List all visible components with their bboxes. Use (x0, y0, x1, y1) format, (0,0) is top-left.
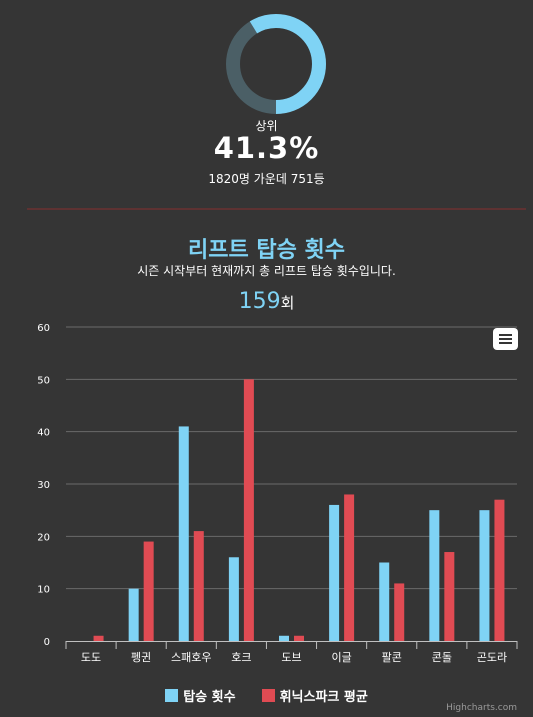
y-tick-label: 40 (37, 428, 50, 439)
bar-rides[interactable] (479, 510, 490, 641)
y-tick-label: 20 (37, 532, 50, 543)
x-tick-label: 곤도라 (477, 651, 507, 664)
bar-average[interactable] (93, 635, 104, 641)
y-tick-label: 10 (37, 585, 50, 596)
rank-percent: 41.3% (213, 131, 320, 165)
legend-label-rides: 탑승 횟수 (183, 690, 236, 705)
hamburger-menu-icon-bar (499, 338, 512, 340)
y-tick-label: 60 (37, 323, 50, 334)
hamburger-menu-icon-bar (499, 342, 512, 344)
bar-rides[interactable] (329, 504, 340, 641)
chart-legend: 탑승 횟수 휘닉스파크 평균 (0, 686, 533, 705)
x-tick-label: 호크 (231, 651, 251, 664)
y-tick-label: 30 (37, 480, 50, 491)
lift-ride-bar-chart: 0 10 20 30 40 50 60 도도 펭귄 스패호우 호크 도브 이글 팔콘 콘돌 곤도라 (37, 323, 518, 664)
total-rides: 159회 (0, 289, 533, 314)
total-rides-unit: 회 (280, 294, 295, 312)
chart-title: 리프트 탑승 횟수 (188, 238, 345, 263)
chart-menu-button[interactable] (493, 328, 518, 350)
y-tick-label: 0 (44, 637, 50, 648)
bar-average[interactable] (494, 499, 505, 641)
x-tick-label: 도브 (281, 651, 301, 664)
hamburger-menu-icon (499, 334, 512, 336)
chart-credits[interactable]: Highcharts.com (446, 703, 517, 713)
bar-rides[interactable] (228, 557, 239, 641)
bar-average[interactable] (344, 494, 355, 641)
bar-rides[interactable] (178, 426, 189, 641)
x-tick-label: 펭귄 (131, 651, 151, 664)
x-tick-label: 이글 (331, 651, 351, 664)
x-tick-label: 팔콘 (382, 651, 402, 664)
legend-swatch-average (261, 689, 275, 702)
y-tick-label: 50 (37, 375, 50, 386)
legend-item-average[interactable]: 휘닉스파크 평균 (261, 686, 368, 705)
bar-average[interactable] (193, 531, 204, 641)
bar-average[interactable] (444, 552, 455, 641)
legend-swatch-rides (165, 689, 179, 702)
rank-detail: 1820명 가운데 751등 (208, 172, 325, 186)
bar-average[interactable] (243, 379, 254, 641)
bar-average[interactable] (143, 541, 154, 641)
chart-subtitle: 시즌 시작부터 현재까지 총 리프트 탑승 횟수입니다. (137, 264, 396, 278)
total-rides-value: 159 (238, 289, 281, 314)
bar-rides[interactable] (279, 635, 289, 641)
rank-label: 상위 (255, 119, 278, 133)
x-tick-label: 스패호우 (171, 651, 211, 664)
legend-item-rides[interactable]: 탑승 횟수 (165, 686, 236, 705)
section-divider (27, 208, 526, 210)
donut-fill (226, 14, 326, 114)
bar-rides[interactable] (379, 562, 390, 642)
x-tick-label: 도도 (81, 651, 101, 664)
x-tick-label: 콘돌 (432, 651, 452, 664)
bar-average[interactable] (294, 635, 304, 641)
bar-rides[interactable] (128, 588, 139, 641)
legend-label-average: 휘닉스파크 평균 (279, 690, 368, 705)
bar-average[interactable] (394, 583, 405, 641)
rank-donut-chart (226, 14, 326, 114)
bar-rides[interactable] (429, 510, 440, 641)
